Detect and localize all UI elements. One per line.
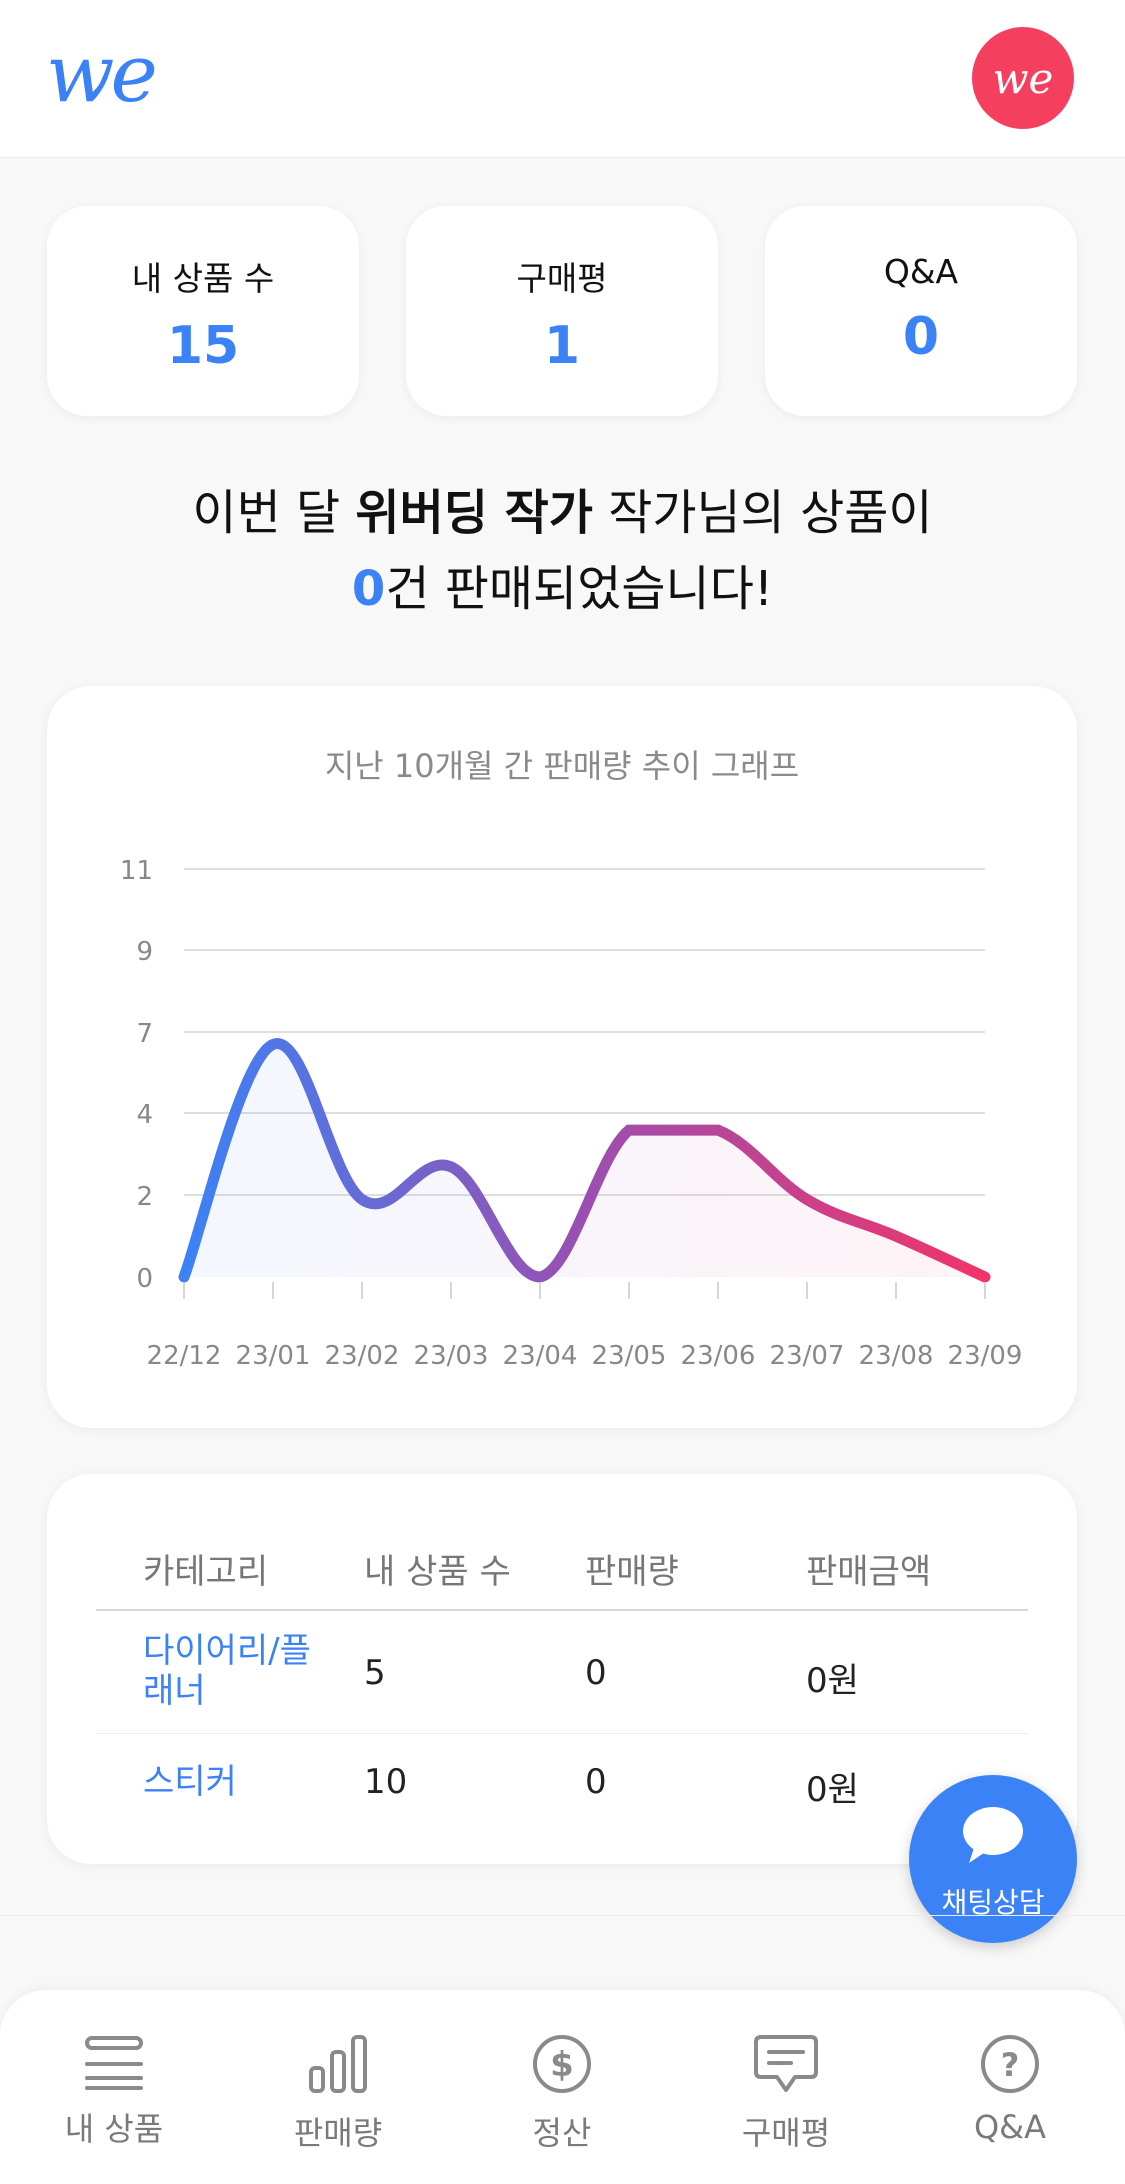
table-row[interactable]: 다이어리/플래너 5 0 0원 [96, 1611, 1028, 1734]
bar-chart-icon [309, 2035, 367, 2093]
cell-sales: 0 [585, 1762, 607, 1802]
chart-area [184, 1043, 985, 1277]
chart-line-series [178, 1038, 991, 1283]
nav-label: 내 상품 [64, 2110, 164, 2148]
stat-value: 0 [902, 307, 940, 367]
chat-consult-label: 채팅상담 [941, 1886, 1045, 1919]
nav-item-settlement[interactable]: $ 정산 [482, 2034, 642, 2154]
category-table: 카테고리 내 상품 수 판매량 판매금액 다이어리/플래너 5 0 0원 스티커… [47, 1474, 1077, 1864]
nav-item-sales[interactable]: 판매량 [258, 2034, 418, 2154]
stat-label: 내 상품 수 [131, 259, 275, 298]
question-icon: ? [981, 2035, 1039, 2093]
stat-value: 15 [166, 316, 240, 376]
nav-item-my-products[interactable]: 내 상품 [34, 2034, 194, 2150]
headline-count: 0 [351, 561, 386, 617]
nav-label: Q&A [973, 2108, 1047, 2146]
cell-sales: 0 [585, 1653, 607, 1693]
th-amount: 판매금액 [806, 1552, 932, 1592]
bottom-nav: 내 상품 판매량 $ 정산 구매평 ? Q&A [0, 1990, 1125, 2184]
nav-item-reviews[interactable]: 구매평 [706, 2034, 866, 2154]
y-tick-label: 7 [136, 1019, 153, 1049]
nav-label: 구매평 [741, 2114, 831, 2152]
sales-chart-card: 지난 10개월 간 판매량 추이 그래프 0 2 4 7 9 11 22/12 23/01 2… [47, 686, 1077, 1428]
y-tick-label: 11 [120, 856, 153, 886]
nav-label: 판매량 [293, 2114, 383, 2152]
x-tick-label: 23/08 [859, 1341, 934, 1371]
sales-headline: 이번 달 위버딩 작가 작가님의 상품이 0건 판매되었습니다! [0, 475, 1125, 627]
chat-consult-button[interactable]: 채팅상담 [909, 1775, 1077, 1943]
x-tick-label: 23/03 [414, 1341, 489, 1371]
x-tick-label: 23/02 [325, 1341, 400, 1371]
th-category: 카테고리 [143, 1552, 269, 1592]
th-product-count: 내 상품 수 [364, 1552, 511, 1592]
sales-line-chart: 0 2 4 7 9 11 22/12 23/01 23/02 23/03 23/04 23/05 23… [120, 856, 1023, 1371]
nav-label: 정산 [532, 2114, 592, 2152]
chat-bubble-icon [963, 1807, 1023, 1863]
y-tick-label: 2 [136, 1182, 153, 1212]
stat-label: 구매평 [516, 259, 608, 298]
stat-label: Q&A [883, 252, 959, 291]
svg-text:?: ? [1001, 2046, 1020, 2084]
table-row[interactable]: 스티커 10 0 0원 [96, 1734, 1028, 1834]
th-sales: 판매량 [585, 1552, 679, 1592]
y-tick-label: 0 [136, 1264, 153, 1294]
stat-card-qna[interactable]: Q&A 0 [765, 206, 1077, 416]
cell-count: 10 [364, 1762, 408, 1802]
x-tick-label: 23/06 [681, 1341, 756, 1371]
svg-text:$: $ [550, 2045, 574, 2085]
section-divider [0, 1915, 1125, 1916]
headline-author: 위버딩 작가 [355, 485, 593, 541]
headline-prefix: 이번 달 [192, 485, 356, 541]
cell-category[interactable]: 다이어리/플래너 [143, 1631, 311, 1711]
cell-amount: 0원 [806, 1770, 859, 1810]
cell-category[interactable]: 스티커 [143, 1762, 237, 1802]
headline-suffix: 건 판매되었습니다! [385, 561, 774, 617]
x-tick-label: 22/12 [147, 1341, 222, 1371]
table-header: 카테고리 내 상품 수 판매량 판매금액 [96, 1474, 1028, 1611]
list-icon [85, 2036, 143, 2090]
avatar[interactable]: we [972, 27, 1074, 129]
cell-amount: 0원 [806, 1661, 859, 1701]
y-tick-label: 9 [136, 937, 153, 967]
x-tick-label: 23/09 [948, 1341, 1023, 1371]
x-tick-label: 23/01 [236, 1341, 311, 1371]
stat-value: 1 [543, 316, 581, 376]
x-tick-label: 23/05 [592, 1341, 667, 1371]
app-logo[interactable]: we [46, 27, 158, 120]
nav-item-qna[interactable]: ? Q&A [930, 2034, 1090, 2146]
stat-card-products[interactable]: 내 상품 수 15 [47, 206, 359, 416]
dollar-icon: $ [533, 2035, 591, 2093]
message-icon [754, 2035, 818, 2092]
x-tick-label: 23/07 [770, 1341, 845, 1371]
y-tick-label: 4 [136, 1100, 153, 1130]
x-tick-label: 23/04 [503, 1341, 578, 1371]
chart-title: 지난 10개월 간 판매량 추이 그래프 [324, 747, 800, 785]
stat-card-reviews[interactable]: 구매평 1 [406, 206, 718, 416]
headline-mid: 작가님의 상품이 [592, 485, 933, 541]
cell-count: 5 [364, 1653, 386, 1693]
app-header: we we [0, 0, 1125, 158]
